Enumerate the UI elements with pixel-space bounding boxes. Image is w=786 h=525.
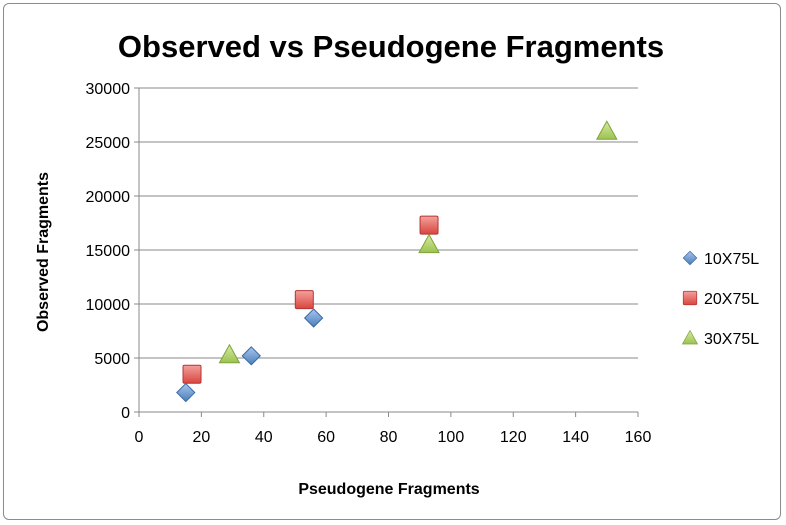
square-legend-marker <box>682 290 698 306</box>
x-tick-label: 100 <box>438 429 465 446</box>
square-data-point <box>294 290 314 310</box>
diamond-data-point <box>303 308 324 328</box>
legend-entry: 30X75L <box>681 329 759 348</box>
y-tick-label: 10000 <box>86 297 131 314</box>
axes <box>134 87 639 417</box>
grid-lines <box>139 87 638 359</box>
legend-label: 10X75L <box>704 251 759 268</box>
x-tick-label: 160 <box>625 429 652 446</box>
legend: 10X75L 20X75L 30X75L <box>681 250 759 348</box>
data-points <box>176 120 618 403</box>
legend-label: 20X75L <box>704 291 759 308</box>
x-tick-label: 80 <box>380 429 398 446</box>
diamond-legend-marker <box>682 250 698 266</box>
square-data-point <box>182 364 202 384</box>
chart-title: Observed vs Pseudogene Fragments <box>118 29 664 64</box>
y-tick-label: 25000 <box>86 135 131 152</box>
diamond-data-point <box>241 346 261 366</box>
triangle-data-point <box>218 343 241 364</box>
y-tick-label: 5000 <box>94 351 130 368</box>
y-tick-label: 30000 <box>86 81 131 98</box>
legend-label: 30X75L <box>704 331 759 348</box>
x-tick-label: 140 <box>562 429 589 446</box>
x-tick-label: 0 <box>135 429 144 446</box>
y-tick-labels: 0 5000 10000 15000 20000 25000 30000 <box>86 81 131 422</box>
y-axis-title: Observed Fragments <box>35 172 52 332</box>
y-tick-label: 15000 <box>86 243 131 260</box>
x-tick-label: 120 <box>500 429 527 446</box>
x-axis-title: Pseudogene Fragments <box>298 481 479 498</box>
chart-frame <box>3 3 781 520</box>
square-data-point <box>419 215 439 235</box>
legend-entry: 20X75L <box>682 290 759 308</box>
y-tick-label: 0 <box>121 405 130 422</box>
x-tick-label: 20 <box>192 429 210 446</box>
x-tick-label: 40 <box>255 429 273 446</box>
diamond-data-point <box>176 382 196 403</box>
triangle-legend-marker <box>681 329 699 345</box>
x-tick-label: 60 <box>317 429 335 446</box>
legend-entry: 10X75L <box>682 250 759 268</box>
y-tick-label: 20000 <box>86 189 131 206</box>
x-tick-labels: 0 20 40 60 80 100 120 140 160 <box>135 429 652 446</box>
triangle-data-point <box>595 120 618 140</box>
triangle-data-point <box>418 233 440 254</box>
